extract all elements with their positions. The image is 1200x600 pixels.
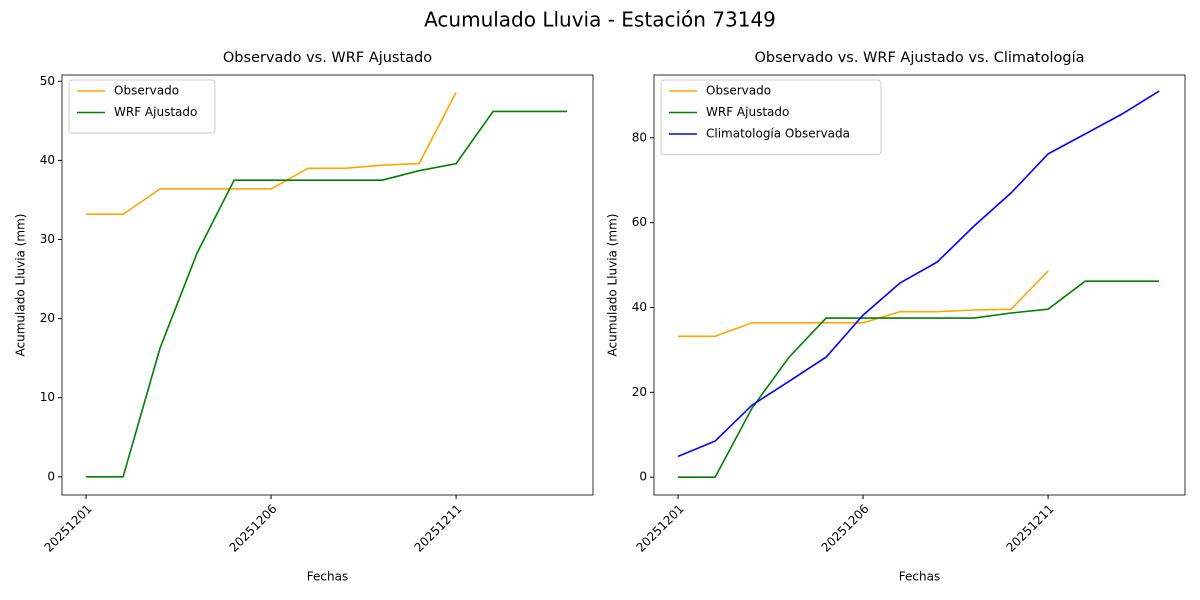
y-axis-label: Acumulado Lluvia (mm) (606, 214, 620, 357)
y-tick-label: 30 (40, 232, 55, 246)
y-tick-label: 50 (40, 74, 55, 88)
y-tick-label: 40 (40, 153, 55, 167)
legend-label: WRF Ajustado (706, 105, 789, 119)
legend-label: Climatología Observada (706, 127, 850, 141)
x-tick-label: 20251201 (634, 502, 687, 555)
series-line (86, 92, 457, 215)
chart-title: Observado vs. WRF Ajustado vs. Climatolo… (755, 50, 1085, 66)
series-line (86, 110, 568, 478)
x-tick-label: 20251206 (819, 502, 872, 555)
y-tick-label: 0 (47, 469, 55, 483)
x-tick-label: 20251201 (42, 502, 95, 555)
legend: Observado WRF Ajustado (68, 79, 216, 134)
legend-box (68, 79, 216, 134)
chart-title: Observado vs. WRF Ajustado (223, 50, 432, 66)
series-line (678, 280, 1160, 478)
legend-box (660, 79, 882, 155)
legend: Observado WRF Ajustado Climatología Observ… (660, 79, 882, 155)
legend-label: Observado (114, 84, 179, 98)
y-tick-label: 20 (40, 311, 55, 325)
x-tick-label: 20251211 (412, 502, 465, 555)
figure-title: Acumulado Lluvia - Estación 73149 (424, 8, 776, 32)
x-axis-label: Fechas (307, 570, 348, 584)
x-tick-label: 20251206 (227, 502, 280, 555)
x-tick-label: 20251211 (1004, 502, 1057, 555)
y-tick-label: 10 (40, 390, 55, 404)
legend-label: Observado (706, 84, 771, 98)
y-tick-label: 60 (632, 215, 647, 229)
plot-frame (653, 74, 1186, 496)
plot-frame (61, 74, 594, 496)
y-tick-label: 80 (632, 130, 647, 144)
y-tick-label: 0 (639, 470, 647, 484)
series-line (678, 270, 1049, 338)
legend-label: WRF Ajustado (114, 105, 197, 119)
y-axis-label: Acumulado Lluvia (mm) (14, 214, 28, 357)
series-line (677, 90, 1160, 458)
x-axis-label: Fechas (899, 570, 940, 584)
y-tick-label: 20 (632, 385, 647, 399)
y-tick-label: 40 (632, 300, 647, 314)
